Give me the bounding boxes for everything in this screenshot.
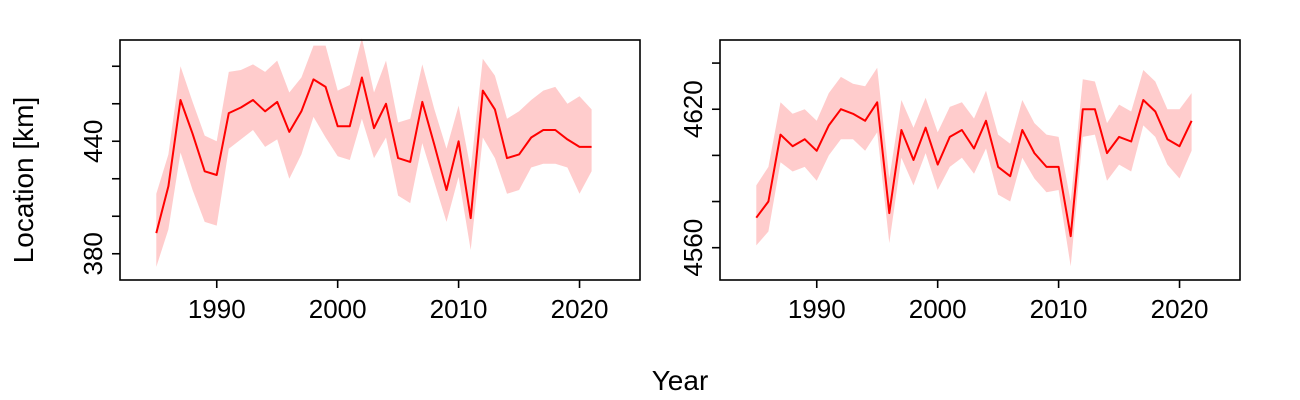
panel-right: 1990 2000 2010 2020 4560 4620 [678, 39, 1241, 324]
series-line [755, 99, 1193, 238]
plot-frame-left [119, 39, 641, 281]
y-tick-label: 440 [78, 120, 108, 163]
x-tick-label: 2000 [909, 294, 967, 324]
series-line [155, 76, 592, 234]
x-tick-label: 2020 [551, 294, 609, 324]
x-tick-label: 2010 [1030, 294, 1088, 324]
x-tick-label: 2010 [430, 294, 488, 324]
plot-frame-right [719, 39, 1241, 281]
y-tick-label: 4560 [678, 219, 708, 277]
x-tick-label: 1990 [788, 294, 846, 324]
confidence-band [756, 67, 1192, 267]
x-tick-label: 1990 [188, 294, 246, 324]
y-axis-title: Location [km] [8, 97, 39, 264]
y-tick-label: 4620 [678, 80, 708, 138]
x-tick-label: 2000 [309, 294, 367, 324]
x-axis-title: Year [652, 365, 709, 396]
panel-left: 1990 2000 2010 2020 380 440 [78, 38, 641, 324]
y-tick-label: 380 [78, 232, 108, 275]
x-tick-label: 2020 [1151, 294, 1209, 324]
